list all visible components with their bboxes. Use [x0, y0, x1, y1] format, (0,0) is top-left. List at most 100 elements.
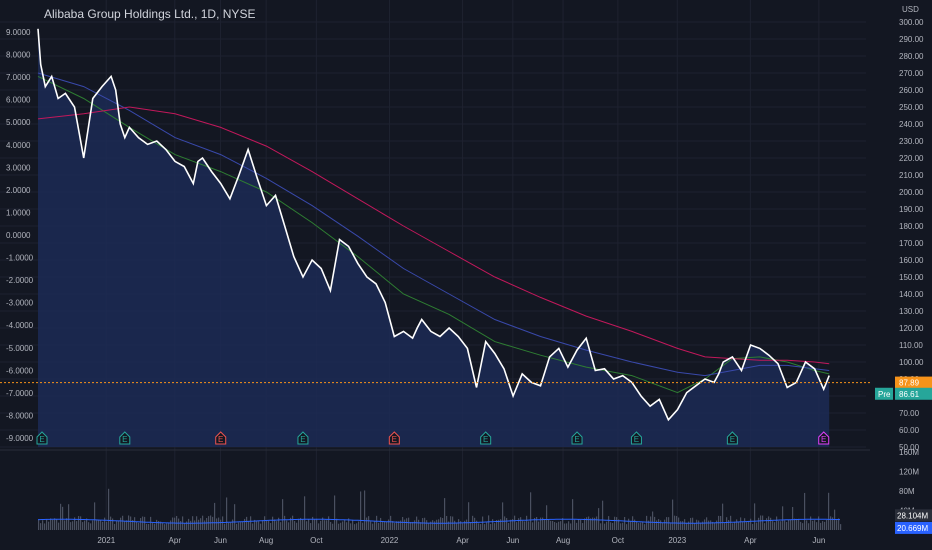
volume-bar	[54, 518, 56, 530]
volume-bar	[396, 521, 398, 530]
volume-bar	[142, 516, 144, 530]
volume-bar	[78, 516, 80, 530]
volume-bar	[382, 521, 384, 530]
left-tick-label: -9.0000	[6, 434, 34, 443]
price-line[interactable]	[37, 28, 830, 422]
volume-bar	[348, 518, 350, 530]
volume-bar	[708, 520, 710, 530]
volume-bar	[570, 523, 572, 530]
volume-bar	[84, 520, 86, 530]
price-tick-label: 110.00	[899, 341, 923, 350]
volume-bar	[442, 518, 444, 530]
price-tick-label: 160.00	[899, 256, 924, 265]
price-tick-label: 270.00	[899, 69, 924, 78]
volume-bar	[216, 518, 218, 530]
left-tick-label: 4.0000	[6, 141, 31, 150]
price-tick-label: 140.00	[899, 290, 924, 299]
volume-bar	[94, 502, 96, 530]
volume-bar	[188, 518, 190, 530]
volume-bar	[146, 523, 148, 530]
volume-bar	[116, 521, 118, 530]
chart-title: Alibaba Group Holdings Ltd., 1D, NYSE	[44, 7, 256, 21]
volume-bar	[260, 523, 262, 530]
volume-bar	[634, 519, 636, 530]
volume-bar	[148, 523, 150, 530]
volume-bar	[712, 521, 714, 530]
volume-bar	[360, 491, 362, 530]
volume-bar	[504, 516, 506, 530]
volume-bar	[378, 522, 380, 530]
volume-bar	[716, 520, 718, 530]
earnings-marker: E	[726, 431, 738, 445]
volume-bar	[56, 519, 58, 530]
pre-badge-label: Pre	[878, 390, 891, 399]
volume-bar	[698, 520, 700, 530]
volume-bar	[48, 521, 50, 530]
volume-bar	[646, 515, 648, 530]
volume-bar	[642, 521, 644, 530]
earnings-icon	[215, 431, 227, 445]
volume-bar	[40, 523, 42, 530]
volume-bar	[388, 519, 390, 530]
last-price-tag: 87.89	[895, 376, 932, 389]
earnings-label: E	[483, 435, 488, 444]
volume-bar	[516, 522, 518, 530]
volume-bar	[742, 522, 744, 530]
price-tick-label: 250.00	[899, 103, 924, 112]
volume-bar	[154, 523, 156, 530]
currency-label: USD	[902, 5, 919, 14]
volume-bar	[126, 520, 128, 530]
volume-bar	[772, 521, 774, 530]
time-axis[interactable]: 2021 Apr Jun Aug Oct 2022 Apr Jun Aug Oct 2023 Apr J…	[97, 536, 825, 545]
volume-bar	[484, 524, 486, 530]
volume-bar	[292, 515, 294, 530]
volume-bar	[732, 523, 734, 530]
volume-bar	[726, 517, 728, 530]
volume-bar	[232, 519, 234, 530]
volume-bar	[198, 519, 200, 530]
volume-bar	[132, 520, 134, 530]
volume-bar	[560, 521, 562, 530]
time-tick-label: Apr	[169, 536, 182, 545]
volume-bar	[806, 520, 808, 530]
volume-bar	[756, 522, 758, 530]
volume-bar	[532, 522, 534, 530]
volume-bar	[766, 518, 768, 530]
volume-bar	[222, 516, 224, 530]
volume-bar	[566, 523, 568, 530]
price-area-fill	[38, 28, 830, 448]
volume-bar	[138, 522, 140, 530]
earnings-label: E	[122, 435, 127, 444]
time-tick-label: 2022	[381, 536, 399, 545]
volume-bar	[784, 520, 786, 530]
volume-bar	[636, 521, 638, 530]
volume-bar	[350, 523, 352, 530]
price-tick-label: 210.00	[899, 171, 924, 180]
volume-bar	[822, 521, 824, 530]
volume-last-tag: 28.104M	[895, 509, 932, 522]
price-tick-label: 150.00	[899, 273, 924, 282]
volume-bar	[630, 521, 632, 530]
volume-bar	[362, 522, 364, 530]
volume-bar	[632, 516, 634, 530]
volume-bar	[282, 499, 284, 530]
volume-bar	[686, 522, 688, 530]
volume-bar	[290, 517, 292, 530]
volume-bar	[768, 516, 770, 530]
volume-bar	[740, 517, 742, 530]
volume-bar	[302, 519, 304, 530]
volume-bar	[790, 519, 792, 530]
volume-bar	[692, 517, 694, 530]
price-tags: 87.89 86.61 Pre 28.104M 20.669M	[875, 376, 932, 534]
volume-bar	[324, 520, 326, 530]
left-tick-label: -8.0000	[6, 411, 34, 420]
price-tick-label: 260.00	[899, 86, 924, 95]
volume-bar	[246, 516, 248, 530]
earnings-label: E	[392, 435, 397, 444]
volume-bar	[680, 521, 682, 530]
volume-ma-tag: 20.669M	[895, 521, 932, 534]
volume-bar	[444, 498, 446, 530]
right-price-axis[interactable]: 300.00 290.00 280.00 270.00 260.00 250.00 240.…	[899, 18, 924, 516]
